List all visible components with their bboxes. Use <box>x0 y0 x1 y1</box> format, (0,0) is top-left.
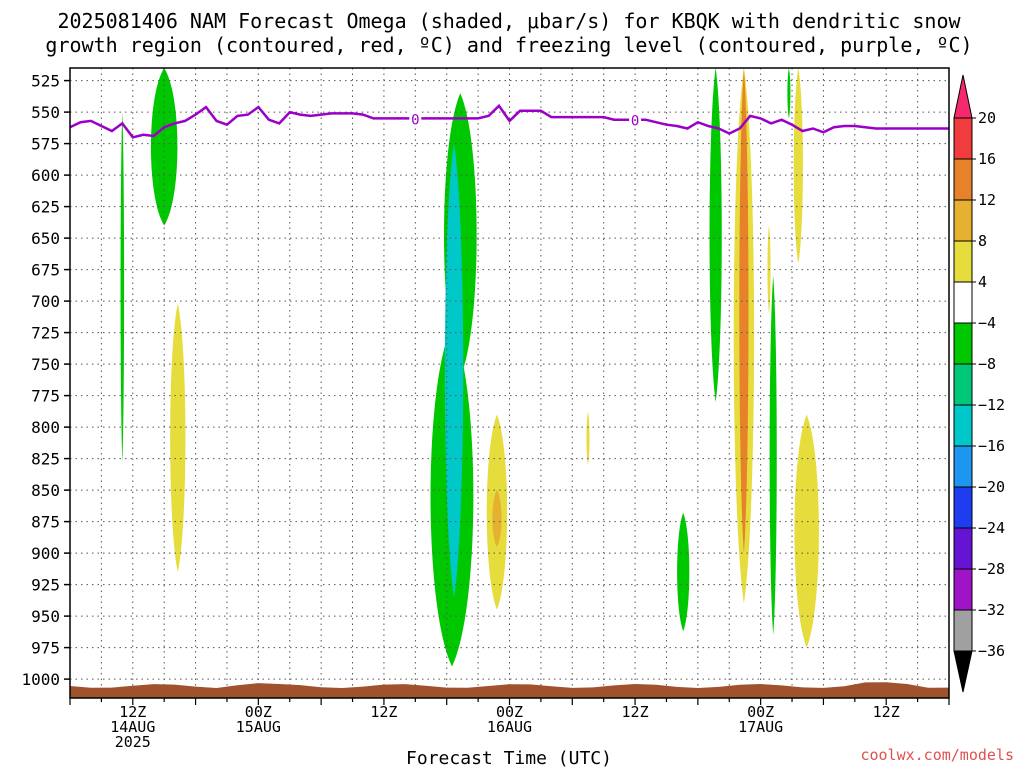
omega-region-neg8 <box>120 112 125 463</box>
y-tick-label: 900 <box>31 544 60 563</box>
omega-region-4 <box>170 303 186 572</box>
watermark: coolwx.com/models <box>860 746 1014 764</box>
omega-shading <box>120 68 819 667</box>
y-tick-label: 525 <box>31 72 60 91</box>
x-tick-label: 00Z <box>496 703 523 721</box>
y-tick-label: 875 <box>31 513 60 532</box>
colorbar-label: 12 <box>978 191 996 209</box>
omega-region-12 <box>739 68 749 554</box>
colorbar-label: −4 <box>978 314 996 332</box>
colorbar-label: −24 <box>978 519 1005 537</box>
y-tick-label: 825 <box>31 450 60 469</box>
colorbar-label: 4 <box>978 273 987 291</box>
y-tick-label: 600 <box>31 166 60 185</box>
colorbar-label: 16 <box>978 150 996 168</box>
y-tick-label: 1000 <box>21 670 60 689</box>
omega-region-neg8 <box>769 275 777 635</box>
x-tick-label: 12Z <box>622 703 649 721</box>
y-tick-label: 975 <box>31 639 60 658</box>
colorbar-top-arrow <box>953 74 973 119</box>
y-tick-label: 850 <box>31 481 60 500</box>
y-tick-label: 575 <box>31 135 60 154</box>
omega-region-neg8 <box>677 512 690 632</box>
colorbar-bin <box>953 363 973 406</box>
y-tick-label: 950 <box>31 607 60 626</box>
x-tick-label: 17AUG <box>738 718 783 736</box>
x-tick-label: 00Z <box>245 703 272 721</box>
y-tick-label: 625 <box>31 198 60 217</box>
colorbar-bin <box>953 445 973 488</box>
colorbar-bin <box>953 609 973 652</box>
freezing-level-line <box>69 103 949 139</box>
colorbar-label: −16 <box>978 437 1005 455</box>
omega-region-4 <box>586 411 590 465</box>
omega-region-neg12 <box>444 143 464 598</box>
chart-title-line1: 2025081406 NAM Forecast Omega (shaded, μ… <box>57 9 961 33</box>
x-tick-label: 12Z <box>119 703 146 721</box>
gridlines <box>69 68 950 698</box>
y-axis-ticks: 525 550 575 600 625 650 675 700 725 750 775 800 825 8… <box>21 72 70 689</box>
x-tick-label: 12Z <box>370 703 397 721</box>
omega-region-4 <box>793 68 803 264</box>
freezing-level-label: 0 <box>631 114 639 130</box>
omega-region-8 <box>492 490 502 547</box>
colorbar-bin <box>953 486 973 529</box>
omega-region-neg8 <box>709 68 722 402</box>
omega-region-neg8 <box>150 68 178 226</box>
y-tick-label: 925 <box>31 576 60 595</box>
y-tick-label: 675 <box>31 261 60 280</box>
omega-region-4 <box>794 414 819 648</box>
x-axis-label: Forecast Time (UTC) <box>406 748 612 768</box>
colorbar-bottom-arrow <box>953 650 973 693</box>
colorbar-label: −8 <box>978 355 996 373</box>
omega-region-neg8 <box>787 68 791 119</box>
colorbar-label: 8 <box>978 232 987 250</box>
freezing-level-label: 0 <box>411 112 419 128</box>
colorbar-bin <box>953 199 973 242</box>
x-tick-label: 14AUG <box>110 718 155 736</box>
y-tick-label: 725 <box>31 324 60 343</box>
x-tick-label: 00Z <box>747 703 774 721</box>
colorbar-label: 20 <box>978 109 996 127</box>
x-tick-label: 16AUG <box>487 718 532 736</box>
y-tick-label: 750 <box>31 355 60 374</box>
colorbar-bin <box>953 404 973 447</box>
x-tick-label: 12Z <box>873 703 900 721</box>
y-tick-label: 775 <box>31 387 60 406</box>
colorbar-bin <box>953 117 973 160</box>
x-tick-label: 2025 <box>115 733 151 751</box>
colorbar-bin <box>953 240 973 283</box>
omega-colorbar: 20 16 12 8 4 −4 −8 −12 −16 −20 −24 −28 −32 −36 <box>953 74 1005 693</box>
ground-surface <box>70 682 949 698</box>
colorbar-label: −28 <box>978 560 1005 578</box>
y-tick-label: 800 <box>31 418 60 437</box>
y-tick-label: 550 <box>31 103 60 122</box>
colorbar-bin <box>953 281 973 324</box>
freezing-level-label-bg <box>629 110 642 129</box>
colorbar-bin <box>953 568 973 611</box>
y-tick-label: 700 <box>31 292 60 311</box>
chart-title-line2: growth region (contoured, red, ºC) and f… <box>45 33 972 57</box>
colorbar-label: −12 <box>978 396 1005 414</box>
colorbar-bin <box>953 158 973 201</box>
colorbar-label: −36 <box>978 642 1005 660</box>
colorbar-label: −20 <box>978 478 1005 496</box>
x-tick-label: 15AUG <box>236 718 281 736</box>
freezing-level-label-bg <box>409 109 422 128</box>
colorbar-label: −32 <box>978 601 1005 619</box>
colorbar-bin <box>953 527 973 570</box>
y-tick-label: 650 <box>31 229 60 248</box>
colorbar-bin <box>953 322 973 365</box>
